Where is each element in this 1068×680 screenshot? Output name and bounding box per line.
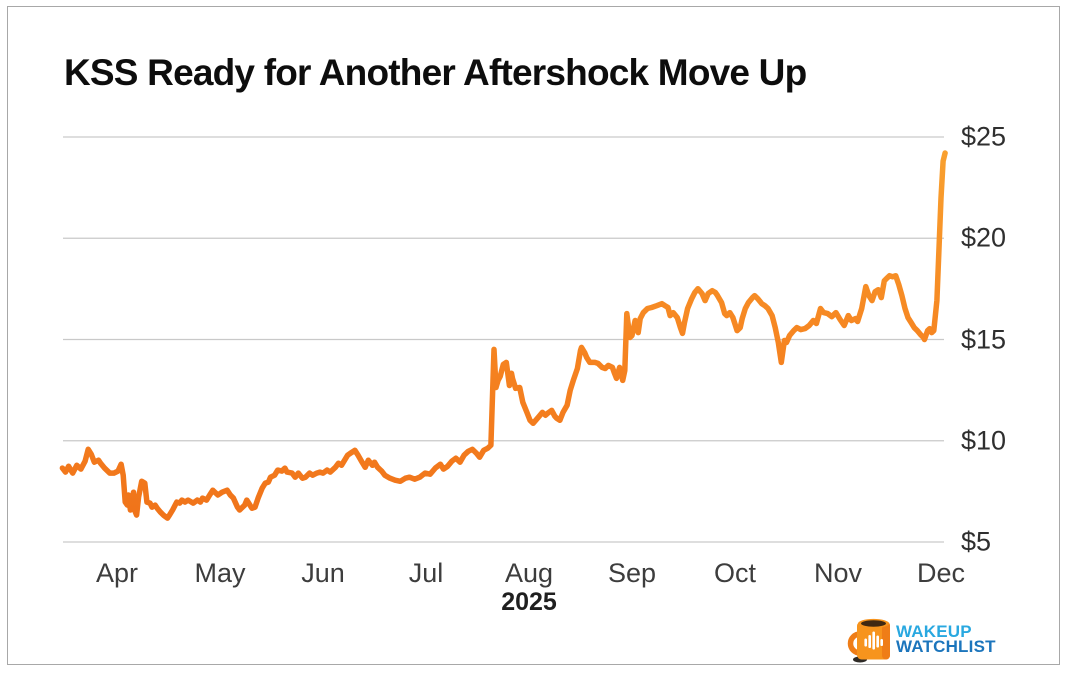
logo-line2: WATCHLIST <box>896 637 996 656</box>
kss-price-line <box>59 150 948 521</box>
y-tick-label: $25 <box>961 121 1007 152</box>
x-tick-label: Jul <box>408 558 444 588</box>
x-tick-label: Oct <box>713 558 756 588</box>
wakeup-watchlist-logo: WAKEUP WATCHLIST <box>846 614 996 664</box>
x-tick-label: Nov <box>813 558 862 588</box>
y-tick-label: $10 <box>961 425 1007 456</box>
logo-text: WAKEUP WATCHLIST <box>896 622 996 656</box>
chart-title: KSS Ready for Another Aftershock Move Up <box>64 52 807 93</box>
x-tick-label: May <box>194 558 246 588</box>
chart-card-border <box>7 6 1060 665</box>
y-tick-label: $20 <box>961 222 1007 253</box>
x-axis-year-label: 2025 <box>501 588 557 616</box>
x-tick-label: Jun <box>301 558 345 588</box>
logo-line1: WAKEUP <box>896 622 972 641</box>
x-tick-label: Sep <box>607 558 657 588</box>
gridlines <box>63 136 944 543</box>
y-tick-label: $15 <box>961 324 1007 354</box>
coffee-mug-icon <box>847 618 890 663</box>
x-tick-label: Aug <box>504 558 554 588</box>
x-tick-label: Apr <box>95 558 139 588</box>
y-tick-label: $5 <box>961 526 992 557</box>
x-tick-label: Dec <box>916 558 965 588</box>
